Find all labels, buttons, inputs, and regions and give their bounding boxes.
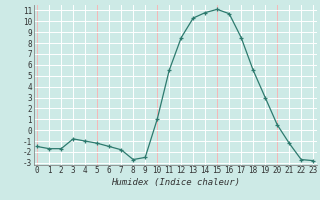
X-axis label: Humidex (Indice chaleur): Humidex (Indice chaleur) [111,178,240,187]
